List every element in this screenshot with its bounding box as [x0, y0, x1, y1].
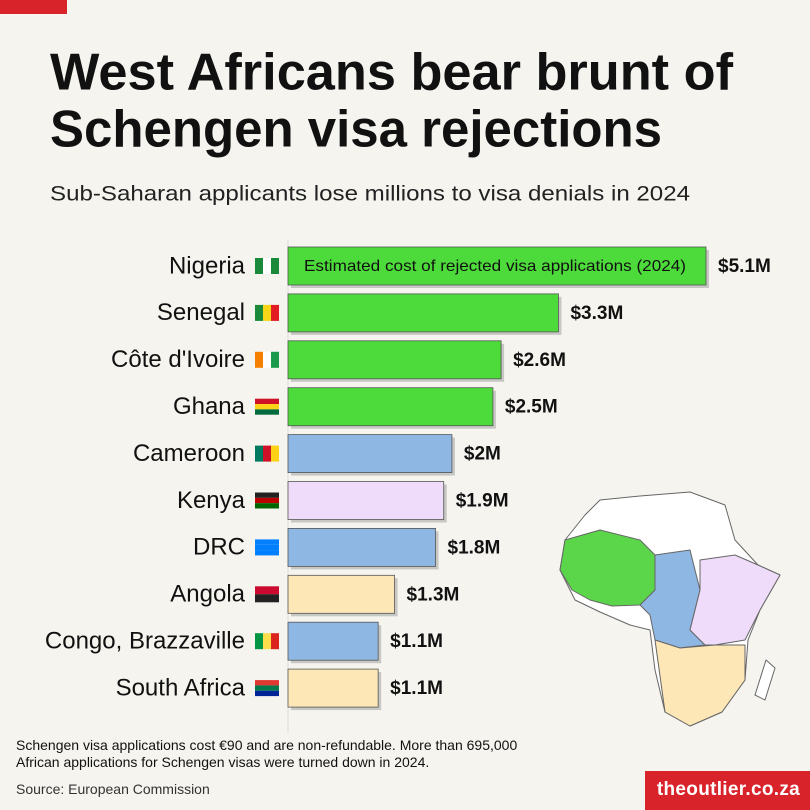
value-label: $5.1M: [718, 256, 771, 277]
flag: [255, 258, 279, 274]
flag-stripe: [263, 351, 271, 368]
category-label: DRC: [193, 534, 245, 561]
flag-stripe: [255, 690, 279, 697]
flag: [255, 492, 279, 509]
value-label: $2.5M: [505, 397, 558, 418]
flag-stripe: [255, 586, 279, 595]
category-label: Ghana: [173, 393, 246, 420]
bar: [287, 481, 445, 520]
flag-stripe: [255, 445, 263, 462]
legend-label: Estimated cost of rejected visa applicat…: [304, 258, 686, 275]
flag-stripe: [255, 404, 279, 410]
flag-stripe: [255, 544, 279, 551]
bar: [287, 621, 379, 661]
flag-stripe: [263, 304, 271, 321]
flag-stripe: [255, 492, 279, 498]
flag: [255, 445, 279, 462]
flag-stripe: [255, 680, 279, 686]
category-label: Nigeria: [169, 252, 246, 279]
bar: [287, 668, 379, 708]
category-label: Cameroon: [133, 440, 245, 467]
bar: [287, 574, 395, 614]
flag-stripe: [255, 503, 279, 509]
bar: [287, 340, 502, 380]
flag-stripe: [255, 497, 279, 504]
bar: [287, 528, 436, 567]
value-label: $2M: [464, 444, 501, 465]
flag-stripe: [255, 304, 263, 321]
africa-map: [559, 491, 781, 727]
source: Source: European Commission: [16, 781, 210, 797]
flag-stripe: [255, 633, 263, 650]
category-label: Kenya: [177, 487, 246, 514]
bar: [287, 387, 494, 427]
flag-stripe: [263, 445, 271, 462]
flag-stripe: [271, 304, 279, 321]
flag-stripe: [271, 351, 279, 368]
value-label: $3.3M: [570, 303, 623, 324]
flag-stripe: [263, 258, 271, 274]
category-label: South Africa: [116, 674, 246, 701]
flag-stripe: [255, 398, 279, 405]
flag-stripe: [255, 594, 279, 603]
value-label: $2.6M: [513, 350, 566, 371]
flag: [255, 398, 279, 415]
value-label: $1.8M: [448, 537, 501, 558]
bar: [287, 434, 453, 474]
flag-stripe: [255, 550, 279, 556]
brand: theoutlier.co.za: [644, 771, 810, 810]
flag: [255, 680, 279, 697]
category-label: Côte d'Ivoire: [111, 346, 245, 373]
flag-stripe: [255, 351, 263, 368]
value-label: $1.1M: [390, 631, 443, 652]
chart-subtitle: Sub-Saharan applicants lose millions to …: [50, 183, 690, 206]
accent-bar: [0, 0, 67, 14]
flag: [255, 586, 279, 603]
flag-stripe: [255, 685, 279, 691]
flag: [255, 351, 279, 368]
flag-stripe: [255, 539, 279, 545]
chart-title: West Africans bear brunt of: [50, 44, 734, 102]
category-label: Angola: [170, 581, 245, 608]
flag-stripe: [271, 445, 279, 462]
category-label: Senegal: [157, 299, 245, 326]
bar: [287, 246, 707, 286]
flag: [255, 539, 279, 556]
value-label: $1.9M: [456, 491, 509, 512]
bar: [287, 293, 559, 333]
flag-stripe: [255, 258, 263, 274]
flag-stripe: [271, 258, 279, 274]
category-label: Congo, Brazzaville: [45, 628, 245, 655]
footnote: Schengen visa applications cost €90 and …: [16, 737, 518, 770]
value-label: $1.3M: [407, 584, 460, 605]
flag-stripe: [263, 633, 271, 650]
flag-stripe: [255, 409, 279, 415]
flag-stripe: [271, 633, 279, 650]
value-label: $1.1M: [390, 678, 443, 699]
flag: [255, 633, 279, 650]
flag: [255, 304, 279, 321]
chart-title-line: Schengen visa rejections: [50, 101, 662, 159]
